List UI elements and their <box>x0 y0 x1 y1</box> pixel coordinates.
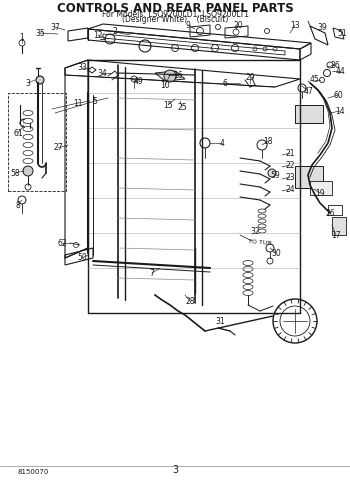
Text: 18: 18 <box>263 137 273 145</box>
Text: 8: 8 <box>16 200 20 210</box>
Text: 23: 23 <box>285 172 295 182</box>
Text: 49: 49 <box>133 77 143 86</box>
Text: 29: 29 <box>245 72 255 82</box>
Text: 62: 62 <box>57 239 67 247</box>
Text: 37: 37 <box>50 23 60 31</box>
Text: 16: 16 <box>173 71 183 80</box>
Text: 7: 7 <box>149 269 154 278</box>
Text: 31: 31 <box>215 316 225 326</box>
Text: 25: 25 <box>177 102 187 112</box>
Circle shape <box>268 169 276 177</box>
Text: (Designer White)    (Biscuit): (Designer White) (Biscuit) <box>122 14 228 24</box>
Text: 30: 30 <box>271 248 281 257</box>
Text: 8150070: 8150070 <box>18 469 49 475</box>
Circle shape <box>23 166 33 176</box>
Text: 4: 4 <box>219 139 224 147</box>
Bar <box>332 217 346 235</box>
Text: 33: 33 <box>77 63 87 72</box>
Text: 19: 19 <box>315 188 325 198</box>
Text: 11: 11 <box>73 99 83 108</box>
Text: 1: 1 <box>20 32 25 42</box>
Text: 32: 32 <box>250 227 260 236</box>
Text: 22: 22 <box>285 160 295 170</box>
Text: 14: 14 <box>335 106 345 115</box>
Text: 24: 24 <box>285 185 295 194</box>
Text: 44: 44 <box>335 67 345 75</box>
Text: 15: 15 <box>163 100 173 110</box>
Text: 58: 58 <box>10 169 20 177</box>
Text: 3: 3 <box>26 79 30 87</box>
Text: 10: 10 <box>160 81 170 89</box>
Text: 26: 26 <box>325 209 335 217</box>
Bar <box>8 93 66 191</box>
Text: 5: 5 <box>92 97 97 105</box>
Text: 17: 17 <box>331 230 341 240</box>
Text: 60: 60 <box>333 90 343 99</box>
Text: 21: 21 <box>285 148 295 157</box>
Circle shape <box>164 70 176 82</box>
Text: 6: 6 <box>223 79 228 87</box>
Text: 3: 3 <box>172 465 178 475</box>
Text: 36: 36 <box>330 60 340 70</box>
Polygon shape <box>155 71 185 81</box>
Text: 2: 2 <box>113 28 117 37</box>
Text: CONTROLS AND REAR PANEL PARTS: CONTROLS AND REAR PANEL PARTS <box>57 1 293 14</box>
Text: 9: 9 <box>186 20 190 29</box>
Text: 34: 34 <box>97 69 107 77</box>
Bar <box>295 105 323 123</box>
Text: 50: 50 <box>77 254 87 262</box>
Text: 59: 59 <box>270 170 280 180</box>
Text: 27: 27 <box>53 143 63 153</box>
Text: 13: 13 <box>290 20 300 29</box>
Circle shape <box>36 76 44 84</box>
Text: 51: 51 <box>337 28 347 38</box>
Text: 20: 20 <box>233 20 243 29</box>
Text: 47: 47 <box>303 86 313 96</box>
Text: 35: 35 <box>35 28 45 38</box>
Text: 39: 39 <box>317 24 327 32</box>
Text: 28: 28 <box>185 297 195 306</box>
Bar <box>295 166 323 188</box>
Text: 61: 61 <box>13 128 23 138</box>
Text: 45: 45 <box>310 75 320 85</box>
Text: 12: 12 <box>93 30 103 40</box>
Text: TO TUB: TO TUB <box>248 240 272 246</box>
Bar <box>328 205 342 215</box>
Bar <box>310 181 332 195</box>
Text: For Models: LSQ9200LD1, LSQ9200LT1: For Models: LSQ9200LD1, LSQ9200LT1 <box>102 10 248 18</box>
